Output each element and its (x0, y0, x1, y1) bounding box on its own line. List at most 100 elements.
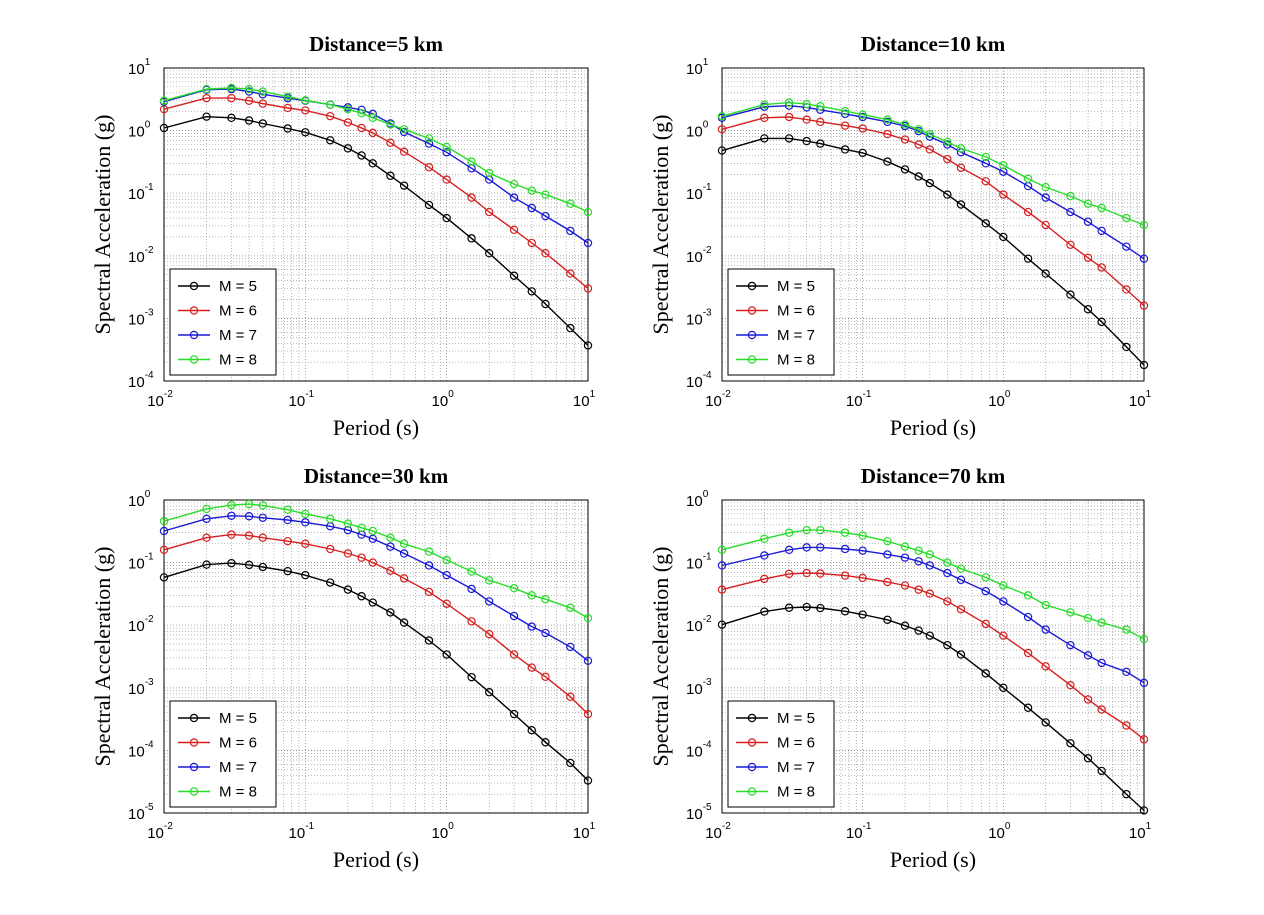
data-point (244, 96, 254, 105)
data-point (1066, 207, 1075, 217)
data-point (583, 776, 593, 785)
data-point (858, 610, 867, 619)
series-line (163, 115, 589, 346)
data-point (1083, 754, 1093, 763)
data-point (1097, 658, 1106, 668)
data-point (509, 709, 519, 719)
x-tick-label: 100 (432, 389, 455, 410)
legend-label: M = 6 (219, 303, 257, 320)
data-point (802, 568, 811, 578)
data-point (326, 136, 335, 145)
data-point (1097, 618, 1106, 627)
data-point (1122, 342, 1131, 352)
data-point (816, 543, 825, 552)
data-point (541, 190, 550, 199)
data-point (527, 591, 536, 600)
data-point (258, 533, 267, 542)
y-tick-label: 10-4 (128, 370, 154, 391)
series-line (163, 97, 589, 290)
data-point (802, 115, 811, 124)
data-point (467, 672, 476, 682)
data-point (527, 238, 536, 248)
data-point (399, 127, 409, 137)
x-axis-label: Period (s) (333, 847, 419, 872)
legend-label: M = 8 (777, 352, 815, 369)
legend-marker (747, 330, 757, 340)
data-point (1083, 217, 1093, 226)
data-point (386, 608, 395, 617)
data-point (840, 121, 850, 130)
data-point (424, 547, 434, 556)
data-point (159, 545, 169, 555)
data-point (1066, 240, 1075, 249)
data-point (485, 576, 494, 585)
data-point (1023, 648, 1033, 658)
data-point (541, 249, 550, 258)
data-point (1066, 191, 1075, 201)
legend-marker (189, 738, 199, 747)
data-point (202, 504, 211, 514)
data-point (858, 546, 867, 555)
data-point (244, 531, 254, 540)
data-point (424, 561, 434, 570)
data-point (1122, 242, 1131, 251)
data-point (527, 622, 536, 631)
data-point (283, 566, 292, 576)
legend-marker (747, 355, 757, 364)
data-point (509, 650, 519, 659)
y-tick-label: 10-5 (128, 802, 154, 823)
data-point (883, 536, 892, 546)
data-point (717, 585, 727, 594)
chart-panel-4: 10-2 10-1 100 101 10-5 10-4 10-3 10-2 10-1 100 Dis… (648, 464, 1152, 872)
data-point (442, 213, 451, 223)
data-point (467, 234, 476, 243)
data-point (159, 96, 169, 105)
data-point (467, 157, 476, 166)
series-m-8 (717, 525, 1149, 644)
legend-marker (747, 281, 757, 291)
data-point (956, 650, 966, 659)
series-m-5 (717, 602, 1149, 815)
data-point (301, 128, 310, 137)
data-point (956, 144, 966, 153)
data-point (760, 607, 769, 616)
data-point (900, 621, 910, 630)
data-point (509, 179, 519, 189)
legend: M = 5 M = 6 M = 7 M = 8 (169, 700, 277, 808)
data-point (283, 92, 292, 101)
data-point (1083, 651, 1093, 660)
y-axis-label: Spectral Acceleration (g) (90, 547, 115, 767)
data-point (760, 574, 769, 584)
data-point (999, 597, 1008, 606)
legend-marker (747, 787, 757, 796)
series-m-5 (717, 134, 1149, 370)
data-point (1041, 220, 1050, 230)
data-point (1139, 678, 1149, 688)
data-point (424, 134, 434, 143)
data-point (840, 571, 850, 580)
series-line (721, 137, 1145, 366)
chart-title: Distance=30 km (304, 464, 449, 488)
data-point (258, 513, 267, 522)
series-m-8 (717, 98, 1149, 230)
legend-marker (189, 281, 199, 291)
data-point (1023, 703, 1033, 712)
data-point (301, 509, 310, 519)
data-point (357, 592, 366, 601)
series-m-6 (717, 112, 1149, 310)
legend-marker (747, 713, 757, 723)
legend: M = 5 M = 6 M = 7 M = 8 (169, 268, 277, 376)
series-line (721, 572, 1145, 740)
data-point (343, 549, 353, 558)
data-point (326, 100, 335, 109)
data-point (386, 138, 395, 147)
data-point (244, 116, 254, 125)
y-axis-label: Spectral Acceleration (g) (90, 115, 115, 335)
data-point (925, 178, 934, 188)
data-point (858, 573, 867, 583)
y-tick-label: 10-1 (686, 552, 712, 573)
data-point (816, 525, 825, 535)
y-tick-label: 101 (128, 57, 151, 78)
legend-label: M = 5 (219, 278, 257, 295)
